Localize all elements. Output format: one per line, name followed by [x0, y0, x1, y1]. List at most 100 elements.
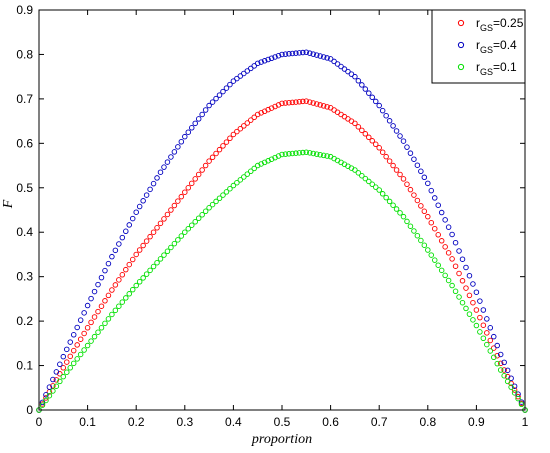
- data-point: [501, 359, 507, 366]
- legend-label-sub: GS: [480, 23, 493, 33]
- data-point: [508, 384, 514, 390]
- data-point: [355, 124, 362, 130]
- data-point: [359, 172, 365, 179]
- data-point: [188, 180, 195, 187]
- data-point: [206, 102, 212, 109]
- data-point: [126, 261, 133, 268]
- data-point: [220, 143, 226, 149]
- data-point: [386, 198, 393, 205]
- data-point: [154, 175, 160, 181]
- data-point: [418, 203, 424, 209]
- data-point: [46, 384, 53, 390]
- data-point: [473, 289, 480, 295]
- data-point: [175, 237, 181, 243]
- data-point: [386, 118, 393, 124]
- data-point: [105, 260, 112, 267]
- data-point: [324, 153, 330, 159]
- data-point: [366, 178, 372, 185]
- data-point: [95, 329, 101, 335]
- legend-label-main: r: [476, 60, 480, 74]
- data-point: [404, 181, 410, 188]
- data-point: [494, 360, 500, 367]
- data-point: [199, 111, 205, 118]
- data-point: [46, 392, 53, 399]
- data-point: [43, 392, 49, 398]
- data-point: [150, 263, 157, 270]
- data-point: [279, 151, 285, 158]
- data-point: [504, 367, 511, 374]
- data-point: [164, 211, 171, 218]
- data-point: [438, 267, 445, 274]
- data-point: [185, 225, 192, 232]
- data-point: [372, 98, 379, 105]
- data-point: [175, 144, 181, 150]
- data-point: [140, 242, 146, 249]
- legend-label-main: r: [476, 16, 480, 30]
- data-point: [411, 156, 417, 162]
- legend-label-suffix: =0.25: [493, 16, 524, 30]
- data-point: [171, 149, 178, 155]
- legend-item: rGS=0.1: [457, 60, 517, 77]
- data-point: [484, 316, 490, 322]
- data-point: [383, 153, 389, 160]
- data-point: [209, 99, 216, 105]
- data-point: [480, 335, 487, 342]
- data-point: [445, 250, 452, 256]
- data-point: [331, 58, 337, 65]
- data-point: [70, 347, 77, 354]
- data-point: [463, 305, 469, 312]
- data-point: [438, 209, 445, 216]
- data-point: [466, 272, 473, 279]
- data-point: [112, 282, 119, 288]
- data-point: [241, 123, 247, 129]
- data-point: [102, 320, 108, 327]
- data-point: [449, 231, 455, 238]
- data-point: [404, 218, 410, 225]
- data-point: [136, 278, 143, 285]
- y-axis-label: F: [1, 199, 16, 209]
- data-point: [511, 383, 518, 389]
- data-point: [431, 257, 438, 263]
- data-point: [459, 299, 466, 306]
- data-point: [119, 234, 126, 241]
- data-point: [383, 112, 389, 119]
- data-point: [213, 198, 219, 205]
- x-tick-label: 0.1: [79, 415, 96, 429]
- data-point: [428, 187, 435, 194]
- legend-marker: [457, 19, 465, 27]
- data-point: [456, 294, 462, 300]
- data-point: [404, 144, 410, 150]
- data-point: [192, 176, 198, 182]
- data-point: [123, 228, 129, 235]
- data-point: [317, 53, 323, 59]
- data-point: [449, 256, 455, 262]
- data-point: [421, 208, 428, 215]
- data-point: [445, 277, 452, 284]
- data-point: [504, 378, 511, 385]
- data-point: [154, 225, 160, 231]
- data-point: [470, 281, 476, 287]
- data-point: [425, 213, 431, 220]
- data-point: [248, 117, 254, 123]
- data-point: [74, 356, 80, 362]
- data-point: [220, 192, 226, 198]
- data-point: [129, 256, 136, 263]
- data-point: [293, 50, 299, 56]
- legend-label: rGS=0.4: [476, 38, 517, 55]
- data-point: [70, 332, 77, 338]
- data-point: [192, 120, 198, 127]
- data-point: [359, 127, 365, 134]
- data-point: [213, 95, 219, 102]
- data-point: [431, 225, 438, 232]
- data-point: [411, 192, 417, 198]
- data-point: [244, 171, 251, 177]
- data-point: [143, 238, 150, 244]
- data-point: [143, 192, 150, 198]
- data-point: [487, 325, 494, 331]
- data-point: [223, 85, 230, 91]
- data-point: [362, 131, 369, 137]
- data-point: [91, 314, 98, 320]
- data-point: [452, 239, 459, 246]
- data-point: [452, 288, 459, 295]
- data-point: [456, 248, 462, 254]
